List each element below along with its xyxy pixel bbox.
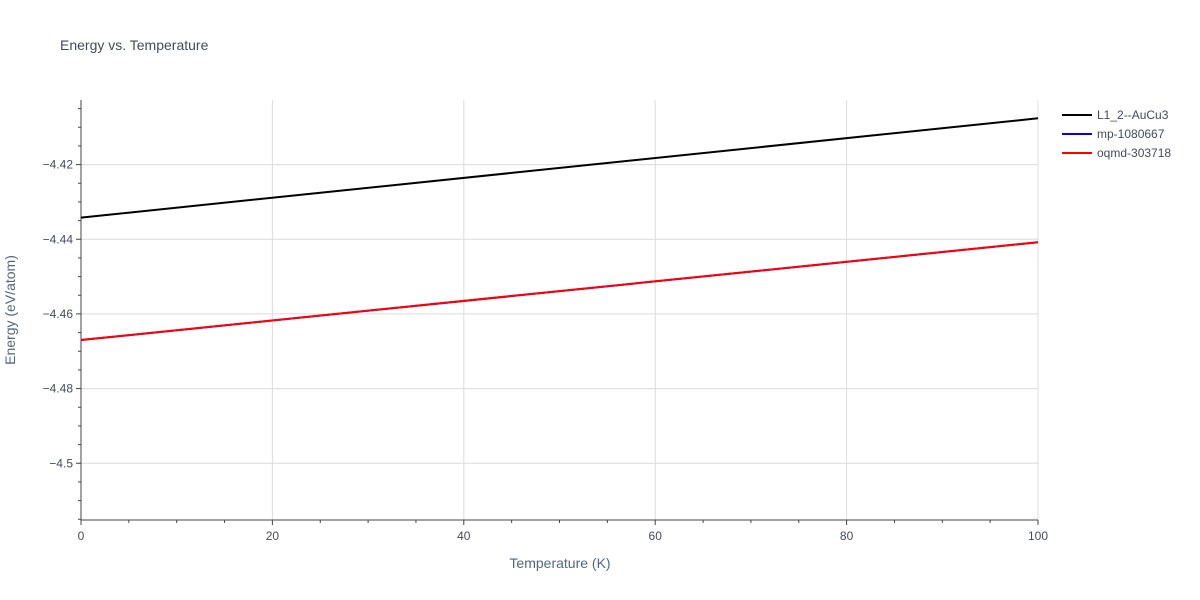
x-axis-title: Temperature (K) [509, 555, 610, 571]
x-tick-label: 0 [78, 529, 85, 543]
y-tick-label: −4.48 [43, 382, 74, 396]
x-tick-label: 40 [457, 529, 471, 543]
y-tick-label: −4.46 [43, 307, 74, 321]
legend-label: oqmd-303718 [1097, 146, 1171, 160]
x-tick-label: 80 [840, 529, 854, 543]
y-axis-title: Energy (eV/atom) [2, 255, 18, 365]
x-tick-label: 20 [266, 529, 280, 543]
plot-area [80, 117, 1039, 342]
grid [81, 100, 1039, 520]
series-line-1 [80, 117, 1039, 219]
x-tick-label: 100 [1028, 529, 1048, 543]
y-tick-label: −4.42 [43, 158, 74, 172]
legend-label: L1_2--AuCu3 [1097, 108, 1169, 122]
y-tick-label: −4.44 [43, 232, 74, 246]
axes: 0 20 40 60 80 100 −4.5 −4.48 −4.46 −4.44 −4.42 [43, 100, 1048, 543]
legend-label: mp-1080667 [1097, 127, 1165, 141]
legend: L1_2--AuCu3 mp-1080667 oqmd-303718 [1062, 108, 1171, 160]
y-tick-label: −4.5 [49, 456, 73, 470]
series-line-3 [80, 241, 1039, 342]
x-tick-label: 60 [649, 529, 663, 543]
chart-title: Energy vs. Temperature [60, 37, 209, 53]
